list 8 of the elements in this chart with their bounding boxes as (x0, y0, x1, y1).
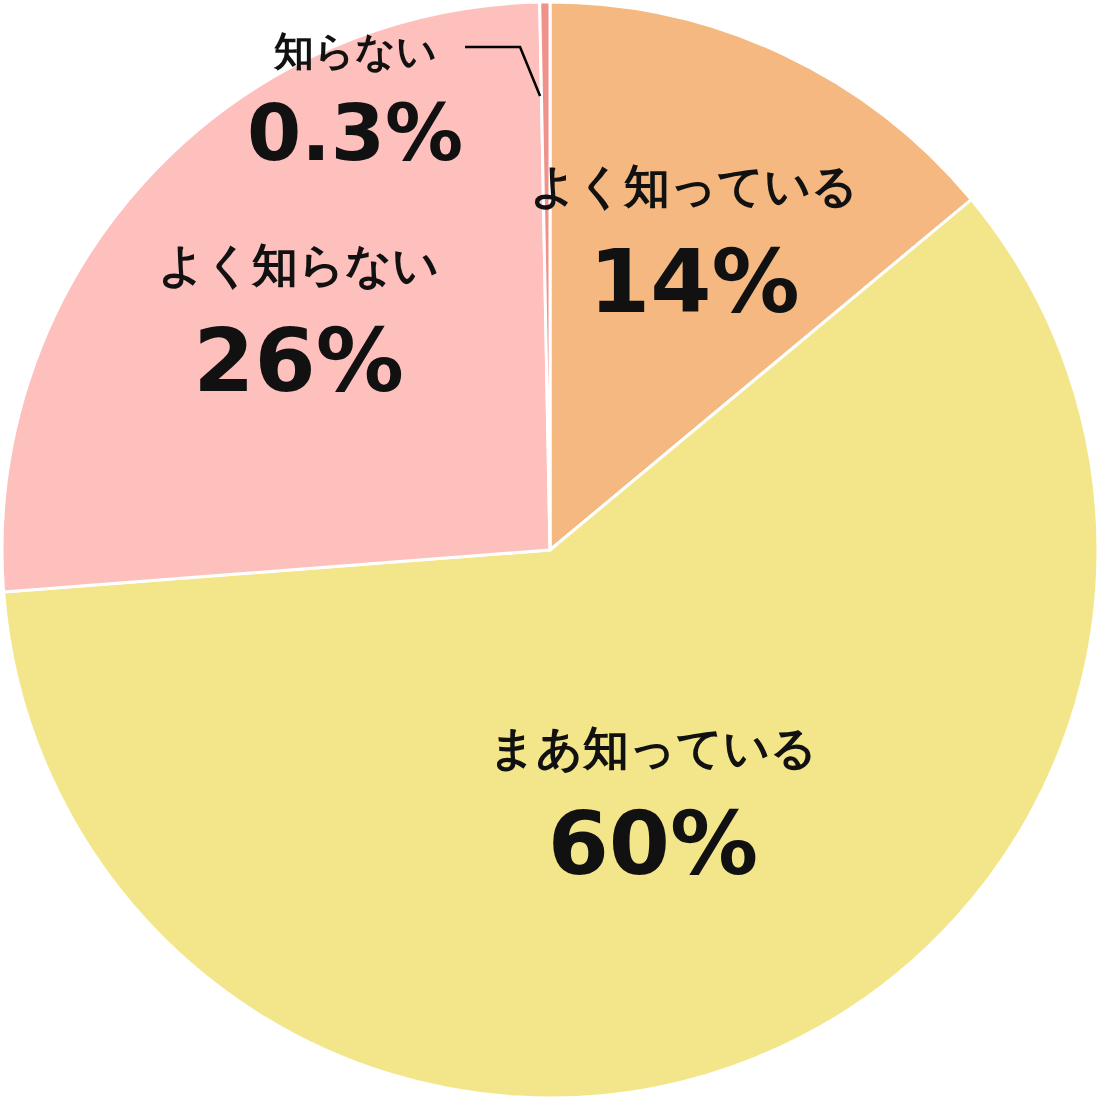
slice-label: まあ知っている (488, 720, 817, 775)
data-label: 14% (588, 230, 800, 334)
slice-label: よく知らない (158, 238, 440, 293)
data-label: 60% (547, 791, 759, 895)
slice-label: よく知っている (530, 159, 859, 214)
slice-label: 知らない (272, 28, 437, 74)
data-label: 0.3% (246, 88, 464, 178)
data-label: 26% (193, 309, 404, 413)
